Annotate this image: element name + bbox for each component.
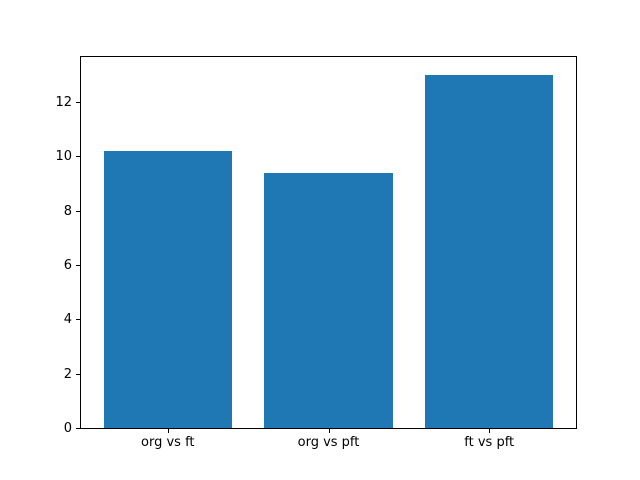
bar-org-vs-pft — [264, 172, 393, 428]
y-tick — [76, 264, 80, 266]
y-tick — [76, 373, 80, 375]
y-tick — [76, 210, 80, 212]
x-tick — [328, 429, 330, 433]
y-tick-label: 6 — [63, 257, 72, 273]
y-tick — [76, 156, 80, 158]
y-tick — [76, 101, 80, 103]
x-tick — [489, 429, 491, 433]
y-tick-label: 0 — [63, 421, 72, 436]
plot-area — [80, 56, 577, 429]
y-tick-label: 12 — [55, 94, 72, 110]
bar-ft-vs-pft — [424, 74, 554, 428]
bar-org-vs-ft — [103, 150, 233, 428]
x-tick-label: ft vs pft — [464, 435, 515, 450]
y-tick — [76, 319, 80, 321]
x-tick-label: org vs ft — [141, 435, 195, 450]
x-tick — [167, 429, 169, 433]
y-tick-label: 2 — [63, 366, 72, 382]
x-tick-label: org vs pft — [297, 435, 360, 450]
y-tick-label: 8 — [63, 203, 72, 219]
y-tick-label: 10 — [55, 149, 72, 165]
y-tick — [76, 428, 80, 429]
y-tick-label: 4 — [63, 312, 72, 328]
